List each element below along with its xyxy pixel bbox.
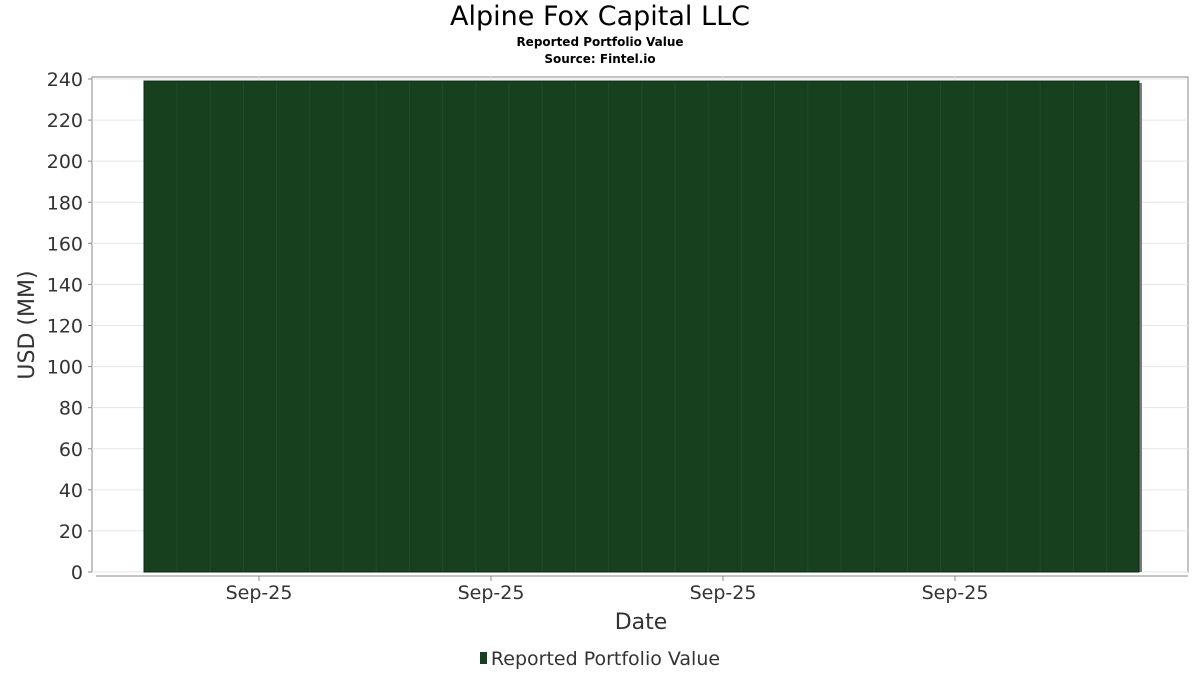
y-tick-label: 80	[59, 398, 83, 420]
chart-title: Alpine Fox Capital LLC	[450, 1, 750, 32]
chart-subtitle: Reported Portfolio Value	[516, 35, 684, 49]
y-tick-label: 20	[59, 521, 83, 543]
y-tick-label: 60	[59, 439, 83, 461]
y-tick-label: 200	[47, 151, 83, 173]
x-tick-label: Sep-25	[922, 582, 989, 604]
y-tick-label: 220	[47, 110, 83, 132]
x-tick-label: Sep-25	[458, 582, 525, 604]
y-axis-title: USD (MM)	[15, 270, 40, 379]
y-tick-label: 140	[47, 274, 83, 296]
y-tick-label: 160	[47, 233, 83, 255]
chart-area: 0 20 40 60 80 100 120 140 160 180 200 220 240 Sep-25 S…	[15, 69, 1189, 635]
chart-source: Source: Fintel.io	[544, 52, 656, 66]
legend: Reported Portfolio Value	[0, 647, 1200, 671]
x-axis-title: Date	[615, 610, 668, 635]
y-tick-label: 120	[47, 316, 83, 338]
x-tick-label: Sep-25	[690, 582, 757, 604]
y-tick-label: 100	[47, 357, 83, 379]
y-tick-label: 180	[47, 192, 83, 214]
y-tick-label: 0	[71, 562, 83, 584]
y-tick-label: 240	[47, 69, 83, 91]
x-tick-label: Sep-25	[226, 582, 293, 604]
y-tick-label: 40	[59, 480, 83, 502]
legend-swatch	[479, 652, 487, 664]
legend-label: Reported Portfolio Value	[490, 648, 721, 670]
